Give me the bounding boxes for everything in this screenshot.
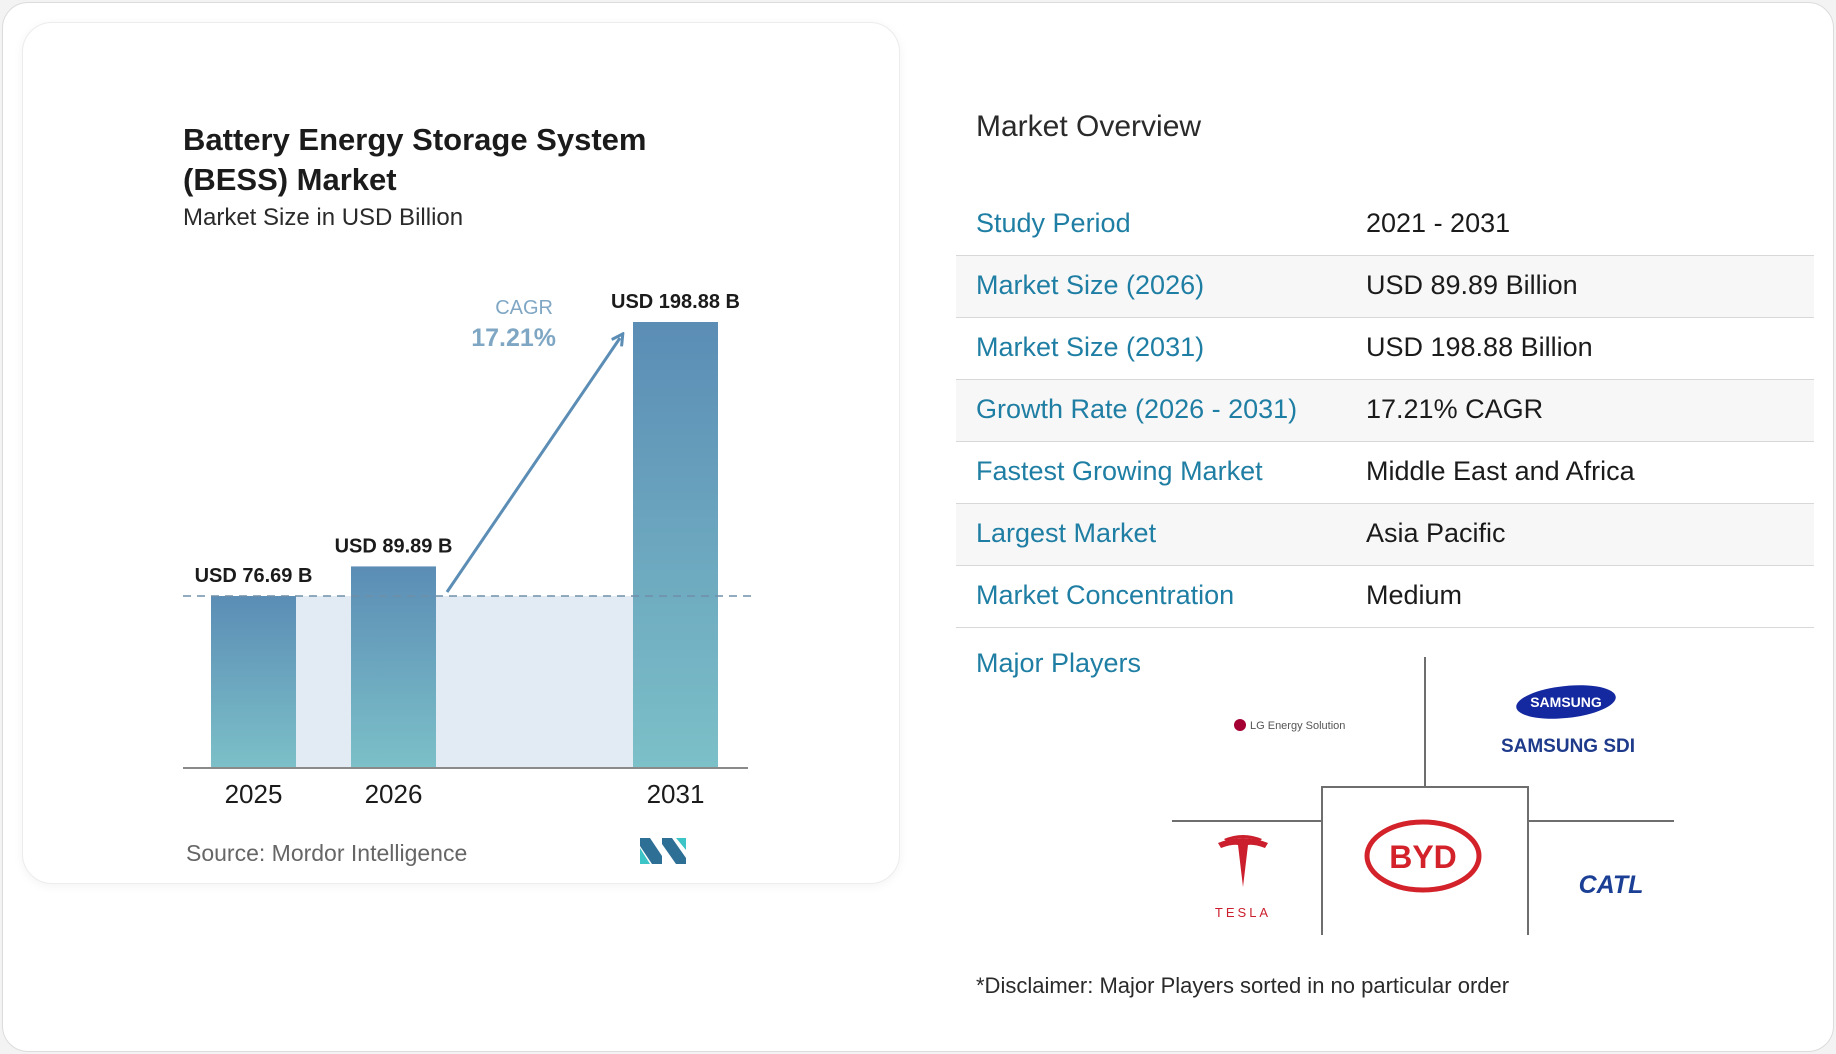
- samsung-sdi-logo: SAMSUNG SAMSUNG SDI: [1501, 685, 1635, 757]
- overview-row: Fastest Growing Market Middle East and Af…: [956, 442, 1814, 504]
- overview-row-value: Medium: [1366, 580, 1463, 610]
- players-grid-lines: [1172, 657, 1674, 935]
- chart-title-line1: Battery Energy Storage System: [183, 122, 647, 157]
- catl-logo: CATL: [1579, 871, 1644, 899]
- tesla-logo-text: TESLA: [1215, 905, 1271, 920]
- bar-chart: 2025 2026 2031 USD 76.69 B USD 89.89 B USD 19…: [183, 291, 752, 809]
- catl-logo-text: CATL: [1579, 871, 1644, 899]
- overview-row-label: Fastest Growing Market: [976, 456, 1263, 486]
- lg-energy-solution-logo: LG Energy Solution: [1234, 719, 1345, 732]
- overview-row: Study Period 2021 - 2031: [956, 194, 1814, 256]
- cagr-value: 17.21%: [471, 324, 556, 352]
- major-players-grid: LG Energy Solution SAMSUNG SAMSUNG SDI T…: [1172, 657, 1674, 935]
- overview-row-label: Largest Market: [976, 518, 1157, 548]
- overview-row: Market Concentration Medium: [956, 566, 1814, 628]
- overview-row: Growth Rate (2026 - 2031) 17.21% CAGR: [956, 380, 1814, 442]
- overview-row-label: Market Size (2031): [976, 332, 1205, 362]
- bar-2031: [633, 322, 718, 768]
- byd-logo-text: BYD: [1389, 839, 1457, 875]
- overview-row-value: 2021 - 2031: [1366, 208, 1511, 238]
- samsung-badge-text: SAMSUNG: [1530, 694, 1602, 710]
- cagr-label: CAGR: [495, 297, 553, 319]
- overview-row: Largest Market Asia Pacific: [956, 504, 1814, 566]
- mordor-intelligence-logo: [640, 838, 686, 864]
- overview-row-value: USD 198.88 Billion: [1366, 332, 1593, 362]
- chart-subtitle: Market Size in USD Billion: [183, 204, 464, 231]
- data-label: USD 76.69 B: [195, 565, 313, 587]
- overview-row-value: Asia Pacific: [1366, 518, 1506, 548]
- market-overview-title: Market Overview: [976, 110, 1202, 143]
- x-tick-label: 2026: [365, 779, 423, 809]
- bar-2025: [211, 596, 296, 768]
- overview-row: Market Size (2026) USD 89.89 Billion: [956, 256, 1814, 318]
- byd-logo: BYD: [1364, 819, 1482, 893]
- source-note: Source: Mordor Intelligence: [186, 840, 468, 866]
- x-tick-label: 2025: [225, 779, 283, 809]
- overview-row-label: Study Period: [976, 208, 1131, 238]
- lg-logo-text: LG Energy Solution: [1250, 720, 1345, 732]
- market-overview-table: Study Period 2021 - 2031 Market Size (2026…: [956, 194, 1814, 628]
- overview-row: Market Size (2031) USD 198.88 Billion: [956, 318, 1814, 380]
- overview-row-label: Growth Rate (2026 - 2031): [976, 394, 1298, 424]
- x-tick-label: 2031: [647, 779, 705, 809]
- samsung-sdi-text: SAMSUNG SDI: [1501, 736, 1635, 757]
- major-players-label: Major Players: [976, 648, 1142, 678]
- data-label: USD 198.88 B: [611, 291, 740, 313]
- cagr-arrow: [445, 338, 620, 593]
- overview-row-value: 17.21% CAGR: [1366, 394, 1544, 424]
- disclaimer: *Disclaimer: Major Players sorted in no …: [976, 973, 1510, 998]
- overview-row-value: USD 89.89 Billion: [1366, 270, 1578, 300]
- overview-row-label: Market Size (2026): [976, 270, 1205, 300]
- overview-row-value: Middle East and Africa: [1366, 456, 1635, 486]
- bar-2026: [351, 566, 436, 768]
- overview-row-label: Market Concentration: [976, 580, 1235, 610]
- chart-title-line2: (BESS) Market: [183, 162, 397, 197]
- chart-title: Battery Energy Storage System (BESS) Mar…: [183, 120, 646, 200]
- data-label: USD 89.89 B: [335, 535, 453, 557]
- tesla-logo: TESLA: [1215, 835, 1271, 920]
